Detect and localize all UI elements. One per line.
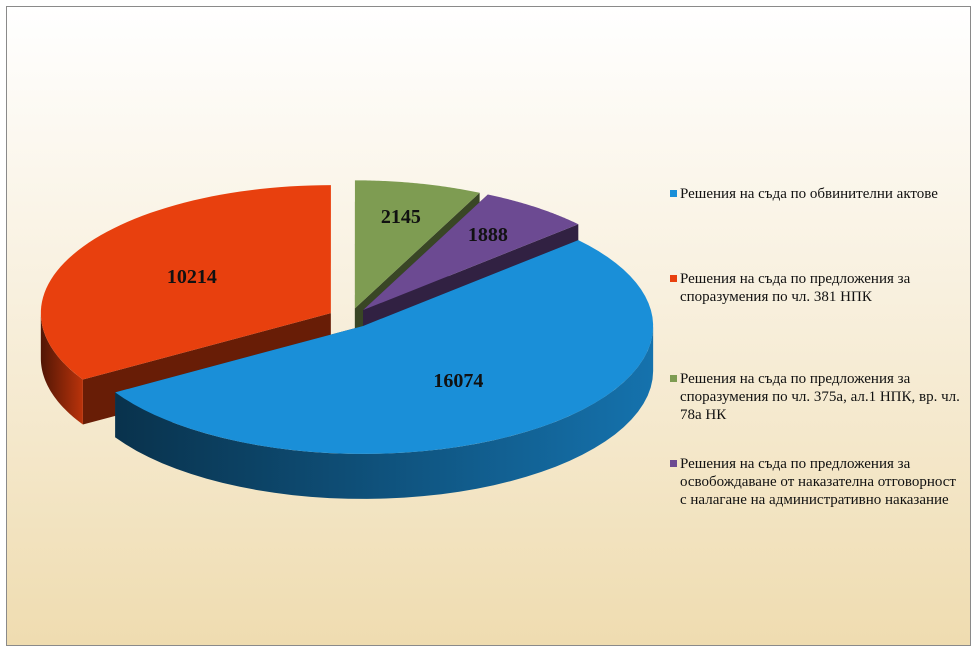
data-label: 1888	[468, 224, 508, 246]
data-label: 2145	[381, 206, 421, 228]
legend-key	[670, 460, 677, 467]
legend-key	[670, 190, 677, 197]
slice	[40, 185, 331, 380]
slice-side	[115, 325, 654, 499]
legend-item: Решения на съда по предложения за спораз…	[670, 270, 965, 306]
legend-label: Решения на съда по предложения за освобо…	[680, 456, 956, 508]
legend-item: Решения на съда по обвинителни актове	[670, 185, 965, 203]
legend-item: Решения на съда по предложения за освобо…	[670, 455, 965, 509]
data-label: 16074	[433, 370, 483, 392]
slice-side	[40, 313, 83, 425]
slice	[115, 240, 654, 454]
slice	[354, 180, 480, 309]
legend-item: Решения на съда по предложения за спораз…	[670, 370, 965, 424]
legend-label: Решения на съда по предложения за спораз…	[680, 271, 911, 305]
slice	[115, 240, 654, 499]
legend-key	[670, 375, 677, 382]
legend-label: Решения на съда по предложения за спораз…	[680, 371, 960, 423]
legend-key	[670, 275, 677, 282]
slice	[363, 194, 579, 311]
legend-label: Решения на съда по обвинителни актове	[680, 186, 938, 202]
data-label: 10214	[167, 266, 217, 288]
